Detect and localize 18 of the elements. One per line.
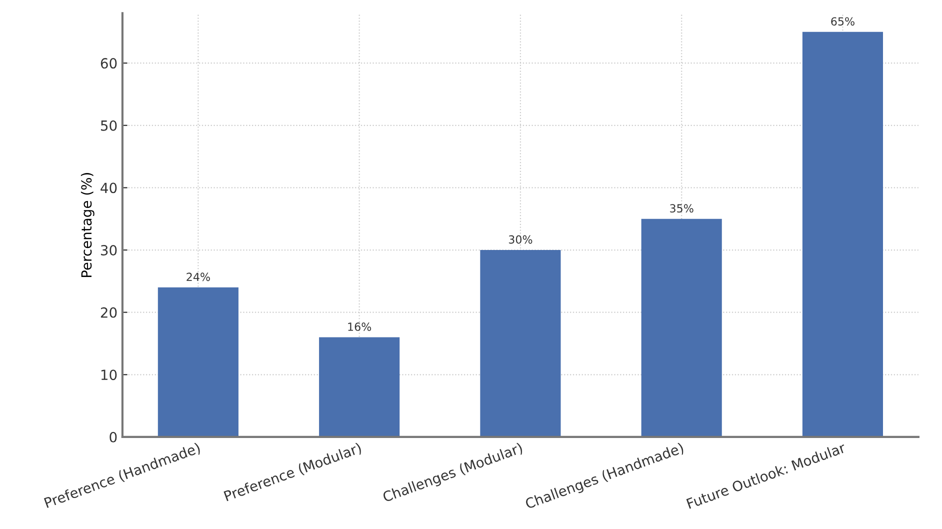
bar [480, 250, 561, 437]
y-tick-label: 20 [100, 307, 117, 318]
y-axis-title: Percentage (%) [80, 173, 94, 278]
y-tick-label: 60 [100, 58, 117, 69]
y-tick-label: 0 [110, 432, 117, 442]
bar [319, 337, 400, 437]
data-label: 24% [186, 272, 210, 282]
bar [158, 287, 238, 437]
data-label: 35% [670, 204, 694, 213]
data-label: 16% [348, 322, 372, 331]
bar [641, 218, 722, 437]
data-label: 65% [831, 17, 854, 26]
y-tick-label: 50 [100, 120, 117, 131]
y-tick-label: 40 [100, 182, 117, 194]
data-label: 30% [508, 235, 532, 244]
y-tick-label: 10 [101, 370, 117, 380]
bar [802, 32, 883, 437]
y-tick-label: 30 [100, 244, 117, 256]
